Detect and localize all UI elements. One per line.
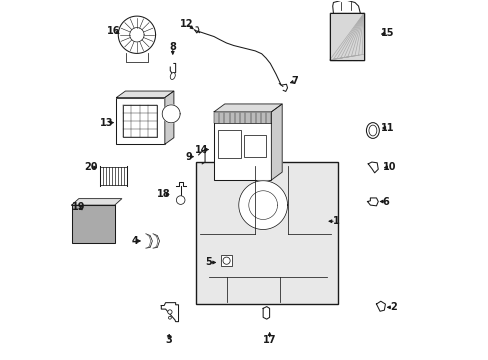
Bar: [244, 135, 265, 157]
Bar: [329, 13, 363, 60]
Bar: [214, 112, 271, 180]
Text: 6: 6: [382, 197, 389, 207]
Ellipse shape: [366, 123, 379, 138]
Bar: [214, 112, 271, 123]
Polygon shape: [161, 303, 178, 321]
Text: 12: 12: [180, 19, 193, 29]
Ellipse shape: [170, 72, 175, 80]
Bar: [329, 13, 363, 60]
Polygon shape: [263, 307, 269, 319]
Text: 20: 20: [84, 162, 98, 172]
Polygon shape: [72, 199, 122, 205]
Text: 19: 19: [72, 202, 85, 212]
Text: 7: 7: [291, 76, 298, 86]
Polygon shape: [271, 104, 282, 180]
Text: 15: 15: [381, 28, 394, 38]
Text: 1: 1: [332, 216, 339, 226]
Text: 16: 16: [107, 26, 120, 36]
Bar: [329, 13, 363, 60]
Text: 11: 11: [381, 123, 394, 133]
Bar: [72, 205, 115, 243]
Bar: [196, 162, 337, 304]
Text: 5: 5: [205, 257, 212, 267]
Bar: [221, 255, 231, 266]
Circle shape: [223, 257, 230, 264]
Bar: [217, 130, 241, 158]
Circle shape: [176, 196, 184, 204]
Circle shape: [167, 310, 172, 314]
Polygon shape: [214, 104, 282, 112]
Text: 2: 2: [389, 302, 396, 312]
Text: 8: 8: [169, 42, 176, 52]
Text: 17: 17: [263, 334, 276, 345]
Polygon shape: [238, 181, 287, 229]
Circle shape: [168, 316, 171, 319]
Polygon shape: [116, 91, 174, 98]
Text: 10: 10: [382, 162, 396, 172]
Bar: [122, 105, 157, 137]
Polygon shape: [367, 162, 378, 173]
Bar: [72, 205, 115, 243]
Ellipse shape: [368, 125, 376, 136]
Bar: [116, 98, 164, 144]
Polygon shape: [367, 198, 378, 206]
Polygon shape: [164, 91, 174, 144]
Polygon shape: [162, 105, 180, 123]
Text: 13: 13: [100, 118, 113, 128]
Text: 4: 4: [131, 236, 138, 246]
Text: 9: 9: [185, 152, 192, 162]
Text: 18: 18: [157, 189, 170, 199]
Polygon shape: [118, 16, 155, 53]
Text: 14: 14: [194, 144, 208, 154]
Text: 3: 3: [165, 334, 172, 345]
Polygon shape: [376, 301, 385, 311]
